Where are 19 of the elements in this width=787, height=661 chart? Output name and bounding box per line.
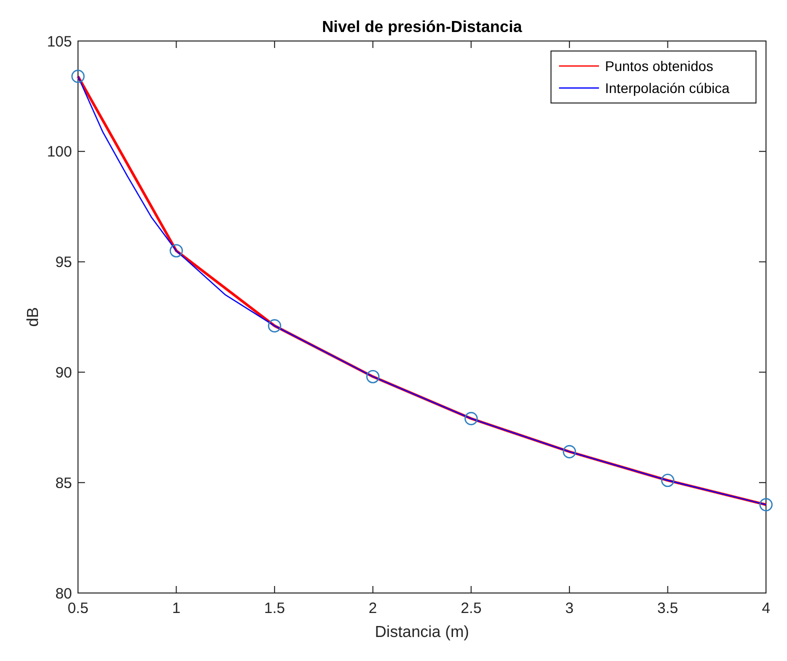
y-tick-label: 95 xyxy=(55,254,72,272)
x-tick-label: 1.5 xyxy=(264,600,285,617)
x-tick-label: 2.5 xyxy=(460,600,482,617)
x-tick-label: 0.5 xyxy=(68,600,88,617)
x-tick-label: 4 xyxy=(762,600,770,617)
y-tick-label: 85 xyxy=(55,474,72,492)
x-tick-label: 1 xyxy=(172,600,180,617)
y-tick-label: 100 xyxy=(46,144,72,161)
x-axis-title: Distancia (m) xyxy=(374,624,470,641)
y-tick-label: 105 xyxy=(46,33,72,50)
x-tick-label: 3.5 xyxy=(657,600,678,617)
legend-label: Puntos obtenidos xyxy=(605,58,714,74)
legend-label: Interpolación cúbica xyxy=(605,80,730,96)
y-tick-label: 90 xyxy=(55,364,72,382)
y-axis-title: dB xyxy=(25,307,42,327)
chart-title: Nivel de presión-Distancia xyxy=(322,19,522,36)
x-tick-label: 3 xyxy=(565,600,574,617)
y-tick-label: 80 xyxy=(55,585,72,602)
x-tick-label: 2 xyxy=(368,600,378,617)
